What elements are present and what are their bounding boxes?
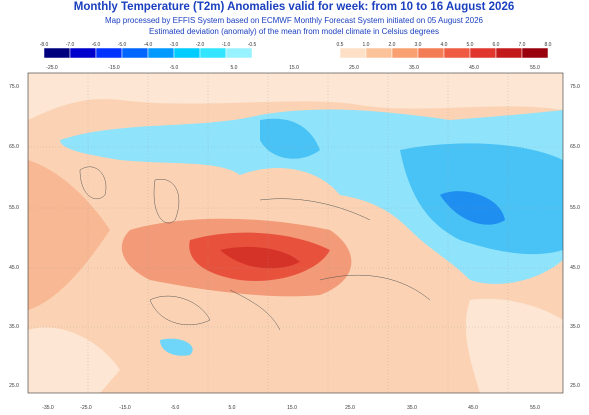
colorbar-box xyxy=(339,47,367,59)
lat-label-right: 35.0 xyxy=(570,324,580,330)
lon-label-bottom: 35.0 xyxy=(407,405,417,411)
lon-label-bottom: 15.0 xyxy=(287,405,297,411)
colorbar-box xyxy=(443,47,471,59)
lat-label-right: 55.0 xyxy=(570,205,580,211)
colorbar-box xyxy=(495,47,523,59)
colorbar-label: -7.0 xyxy=(66,42,75,48)
colorbar-box xyxy=(365,47,393,59)
lon-label-bottom: 25.0 xyxy=(345,405,355,411)
lon-label-top: -5.0 xyxy=(170,65,179,71)
lon-label-bottom: -5.0 xyxy=(171,405,180,411)
lon-label-top: 35.0 xyxy=(409,65,419,71)
colorbar-label: -4.0 xyxy=(144,42,153,48)
colorbar-box xyxy=(417,47,445,59)
lon-label-top: 5.0 xyxy=(231,65,238,71)
lat-label-left: 25.0 xyxy=(9,383,19,389)
colorbar-label: 8.0 xyxy=(545,42,552,48)
lat-label-right: 45.0 xyxy=(570,265,580,271)
lat-label-right: 25.0 xyxy=(570,383,580,389)
lon-label-top: 15.0 xyxy=(289,65,299,71)
colorbar-label: 2.0 xyxy=(389,42,396,48)
lat-label-left: 55.0 xyxy=(9,205,19,211)
lat-label-left: 45.0 xyxy=(9,265,19,271)
map-area xyxy=(28,73,563,393)
lat-label-left: 35.0 xyxy=(9,324,19,330)
lon-label-bottom: 55.0 xyxy=(530,405,540,411)
lon-label-bottom: 5.0 xyxy=(229,405,236,411)
colorbar-label: -3.0 xyxy=(170,42,179,48)
lat-label-left: 75.0 xyxy=(9,84,19,90)
colorbar-box xyxy=(95,47,123,59)
colorbar-box xyxy=(521,47,549,59)
description: Estimated deviation (anomaly) of the mea… xyxy=(149,27,439,36)
colorbar-box xyxy=(199,47,227,59)
colorbar-label: 0.5 xyxy=(337,42,344,48)
colorbar: -8.0 -7.0 -6.0 -5.0 -4.0 -3.0 -2.0 -1.0 -0.5 0.5 1… xyxy=(40,42,552,59)
subtitle: Map processed by EFFIS System based on E… xyxy=(105,16,484,25)
colorbar-box xyxy=(147,47,175,59)
lat-label-right: 75.0 xyxy=(570,84,580,90)
map-frame xyxy=(27,72,564,394)
colorbar-box xyxy=(121,47,149,59)
colorbar-label: -0.5 xyxy=(248,42,257,48)
colorbar-label: 3.0 xyxy=(415,42,422,48)
colorbar-box xyxy=(43,47,71,59)
lon-label-top: -25.0 xyxy=(46,65,58,71)
colorbar-label: -8.0 xyxy=(40,42,49,48)
lon-label-top: -15.0 xyxy=(108,65,120,71)
colorbar-label: -6.0 xyxy=(92,42,101,48)
colorbar-label: -2.0 xyxy=(196,42,205,48)
colorbar-box xyxy=(391,47,419,59)
lon-label-bottom: -15.0 xyxy=(119,405,131,411)
lat-label-left: 65.0 xyxy=(9,144,19,150)
colorbar-label: 1.0 xyxy=(363,42,370,48)
lon-label-bottom: -25.0 xyxy=(80,405,92,411)
colorbar-box xyxy=(173,47,201,59)
lat-label-right: 65.0 xyxy=(570,144,580,150)
colorbar-box xyxy=(225,47,253,59)
lon-label-top: 25.0 xyxy=(349,65,359,71)
colorbar-label: -5.0 xyxy=(118,42,127,48)
colorbar-label: 5.0 xyxy=(467,42,474,48)
title: Monthly Temperature (T2m) Anomalies vali… xyxy=(74,1,515,13)
lon-label-top: 45.0 xyxy=(469,65,479,71)
lon-label-bottom: -35.0 xyxy=(42,405,54,411)
colorbar-box xyxy=(469,47,497,59)
colorbar-label: 6.0 xyxy=(493,42,500,48)
colorbar-box xyxy=(69,47,97,59)
colorbar-label: -1.0 xyxy=(222,42,231,48)
lon-label-bottom: 45.0 xyxy=(468,405,478,411)
map-axes: -25.0 -15.0 -5.0 5.0 15.0 25.0 35.0 45.0 55.0 -35… xyxy=(9,65,580,411)
colorbar-label: 7.0 xyxy=(519,42,526,48)
lon-label-top: 55.0 xyxy=(530,65,540,71)
colorbar-label: 4.0 xyxy=(441,42,448,48)
